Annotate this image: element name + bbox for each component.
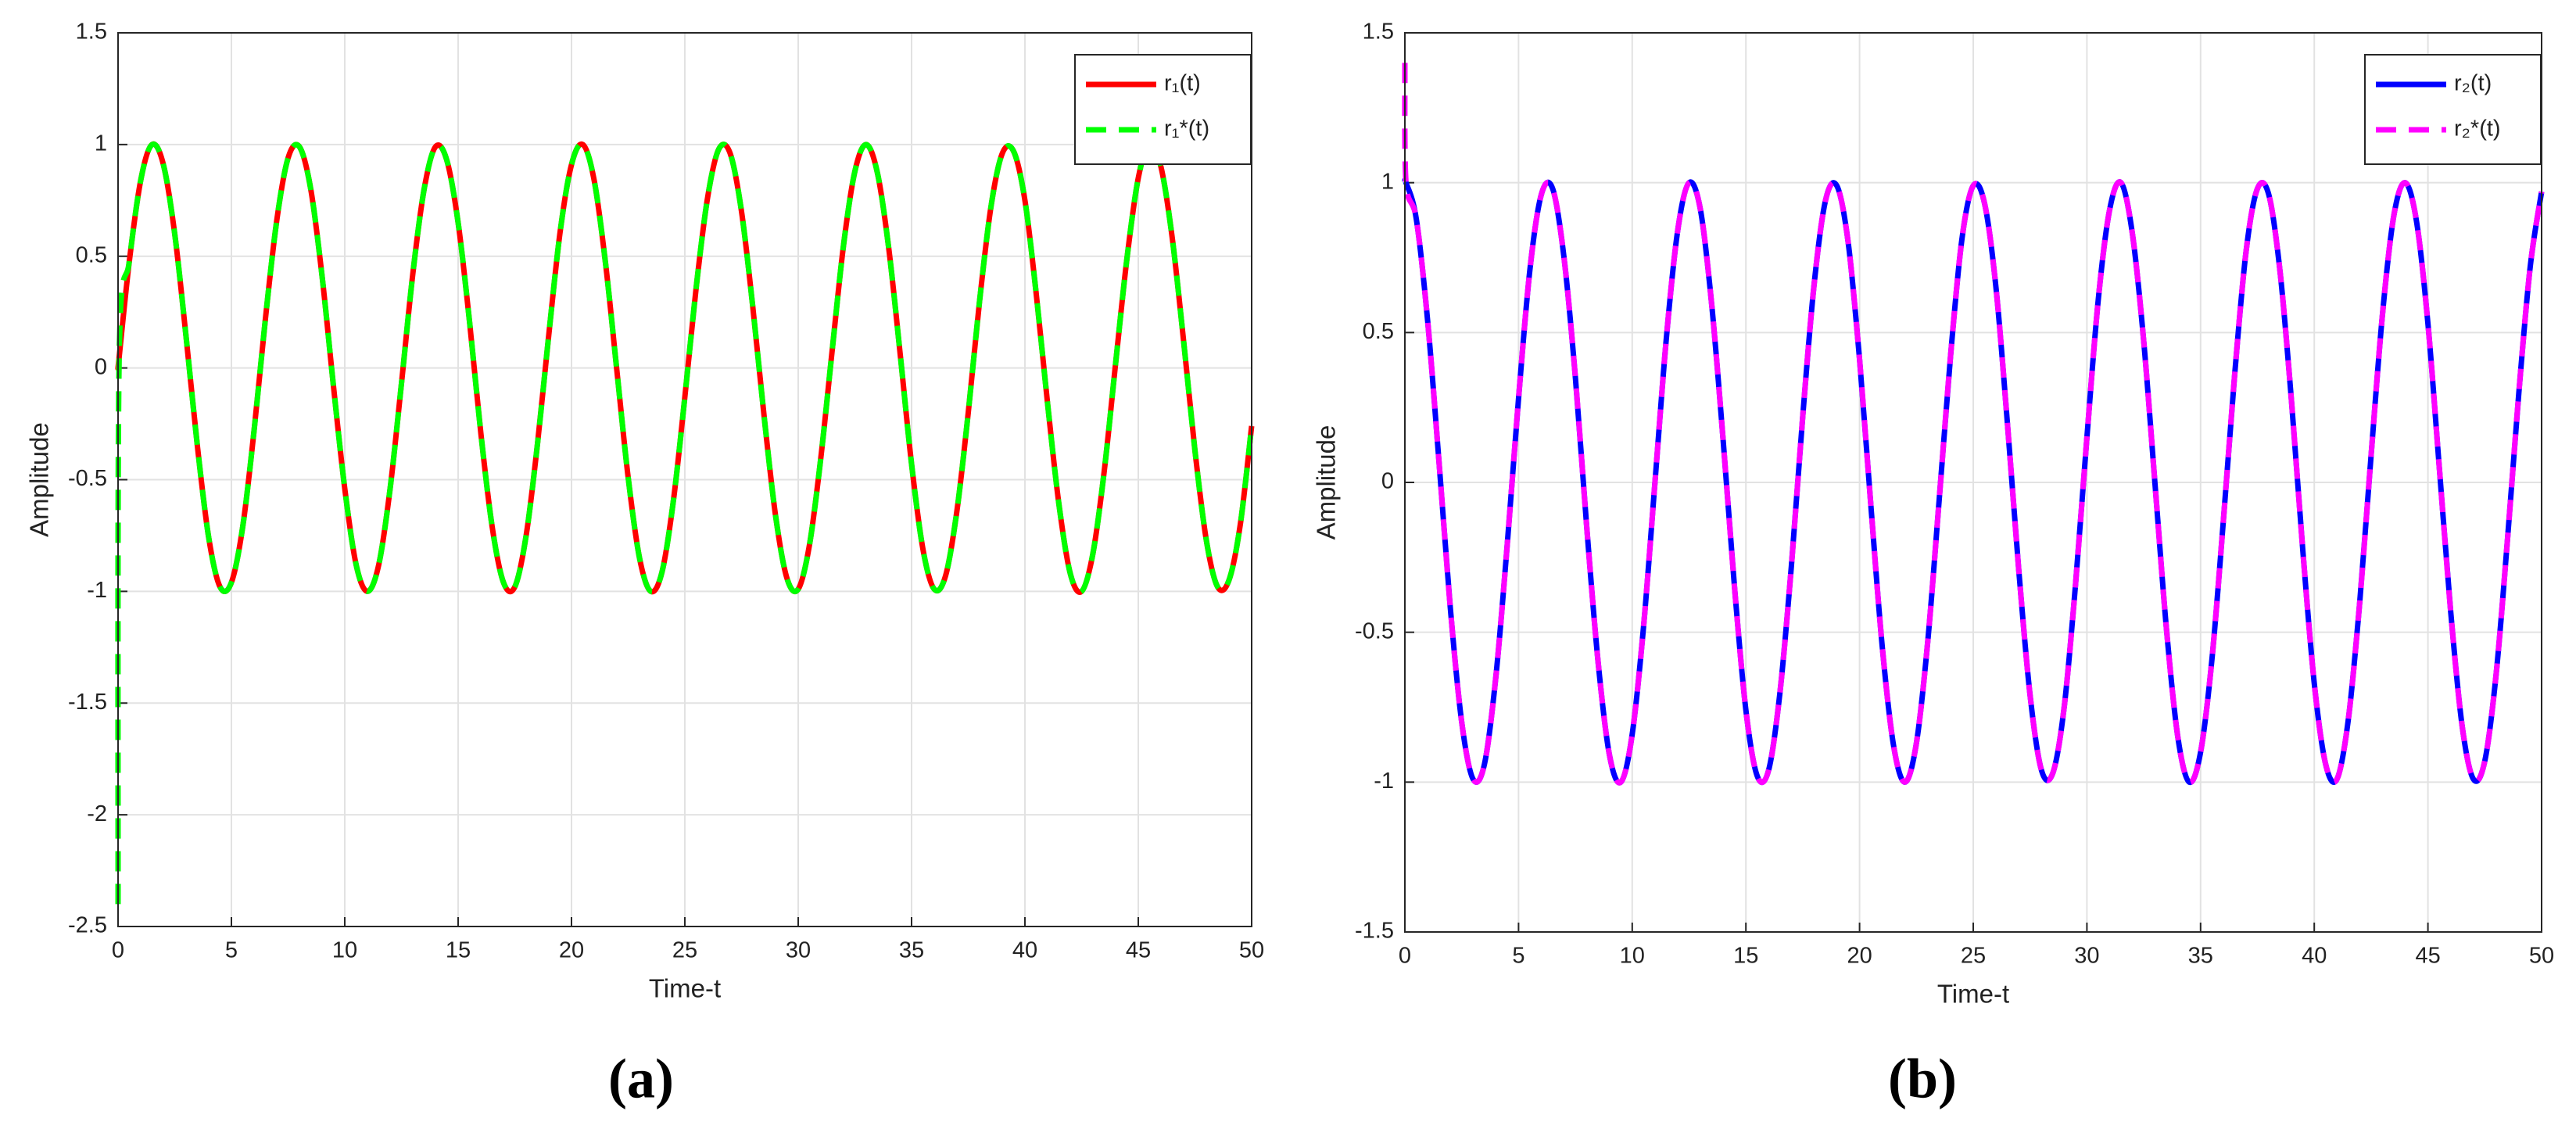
x-tick-label: 30 [2074, 944, 2099, 969]
legend-label: r₁*(t) [1164, 116, 1209, 142]
x-tick-label: 20 [1847, 944, 1872, 969]
x-tick-label: 15 [1733, 944, 1758, 969]
chart-panel: 0 5 10 15 20 25 30 35 40 45 50 -2.5 -2 -1.5 -1 -0.5 0 0.5… [25, 20, 1264, 1110]
y-axis-label: Amplitude [25, 422, 54, 537]
x-tick-label: 5 [1512, 944, 1524, 969]
x-tick-label: 5 [225, 938, 238, 963]
y-tick-label: 0.5 [1363, 319, 1394, 344]
legend: r₁(t) r₁*(t) [1074, 54, 1252, 165]
legend-label: r₂(t) [2454, 71, 2492, 96]
x-tick-label: 40 [1012, 938, 1037, 963]
legend-box [2364, 54, 2542, 165]
y-tick-label: -1.5 [68, 690, 107, 715]
x-tick-label: 45 [2415, 944, 2440, 969]
x-tick-label: 0 [112, 938, 124, 963]
y-tick-label: -0.5 [68, 466, 107, 491]
x-tick-label: 50 [2529, 944, 2554, 969]
legend-box [1074, 54, 1252, 165]
y-tick-label: 1.5 [76, 20, 107, 45]
y-tick-label: -1 [1374, 769, 1394, 794]
x-tick-label: 0 [1399, 944, 1411, 969]
x-tick-label: 40 [2302, 944, 2327, 969]
y-tick-label: 0 [95, 354, 107, 379]
y-tick-label: 0.5 [76, 242, 107, 267]
x-tick-label: 35 [899, 938, 924, 963]
y-tick-label: 1 [1381, 169, 1394, 194]
data-line [115, 141, 1255, 905]
x-tick-label: 35 [2188, 944, 2213, 969]
subfigure-label: (b) [1888, 1048, 1957, 1110]
x-tick-label: 10 [332, 938, 357, 963]
y-tick-label: 1 [95, 131, 107, 156]
x-tick-label: 30 [786, 938, 811, 963]
x-tick-label: 25 [1961, 944, 1986, 969]
legend-label: r₂*(t) [2454, 116, 2501, 142]
y-tick-label: -2.5 [68, 913, 107, 938]
data-line [1402, 63, 2545, 786]
y-tick-label: 0 [1381, 469, 1394, 494]
legend-label: r₁(t) [1164, 71, 1201, 96]
chart-panel: 0 5 10 15 20 25 30 35 40 45 50 -1.5 -1 -0.5 0 0.5 1 1.5 Ti… [1312, 20, 2554, 1110]
y-tick-label: 1.5 [1363, 20, 1394, 45]
y-axis-label: Amplitude [1312, 425, 1341, 540]
x-tick-label: 10 [1620, 944, 1645, 969]
axes-box [117, 32, 1252, 927]
x-tick-label: 15 [446, 938, 471, 963]
y-tick-label: -1 [87, 578, 107, 603]
x-tick-label: 20 [559, 938, 584, 963]
y-tick-label: -1.5 [1355, 919, 1394, 944]
legend: r₂(t) r₂*(t) [2364, 54, 2542, 165]
x-tick-label: 45 [1126, 938, 1151, 963]
x-tick-label: 50 [1239, 938, 1264, 963]
x-axis-label: Time-t [1937, 980, 2009, 1009]
y-tick-label: -2 [87, 801, 107, 826]
x-axis-label: Time-t [649, 974, 721, 1003]
y-tick-label: -0.5 [1355, 618, 1394, 643]
x-tick-label: 25 [672, 938, 697, 963]
subfigure-label: (a) [608, 1048, 674, 1110]
axes-box [1404, 32, 2542, 933]
